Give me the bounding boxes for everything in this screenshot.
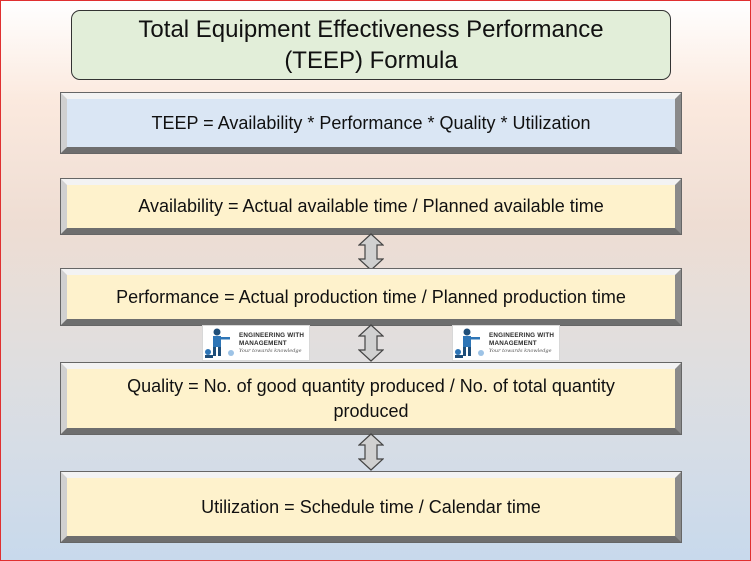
utilization-formula-text: Utilization = Schedule time / Calendar t… (201, 496, 541, 517)
quality-formula-text: Quality = No. of good quantity produced … (127, 375, 615, 421)
availability-formula-text: Availability = Actual available time / P… (138, 196, 604, 216)
title-line-2: (TEEP) Formula (284, 47, 458, 74)
logo-line-2: MANAGEMENT (489, 340, 537, 347)
teep-formula-box: TEEP = Availability * Performance * Qual… (60, 92, 682, 154)
double-arrow-icon (358, 433, 384, 471)
engineering-logo-left: ENGINEERING WITH MANAGEMENT Your towards… (202, 325, 310, 361)
engineer-figure-icon (205, 328, 234, 358)
logo-line-1: ENGINEERING WITH (239, 332, 305, 339)
engineer-figure-icon (455, 328, 484, 358)
title-box: Total Equipment Effectiveness Performanc… (71, 10, 671, 80)
logo-tagline: Your towards knowledge (239, 348, 302, 354)
logo-line-2: MANAGEMENT (239, 340, 287, 347)
logo-line-1: ENGINEERING WITH (489, 332, 555, 339)
performance-formula-text: Performance = Actual production time / P… (116, 286, 626, 307)
quality-formula-box: Quality = No. of good quantity produced … (60, 362, 682, 435)
availability-formula-box: Availability = Actual available time / P… (60, 178, 682, 235)
title-line-1: Total Equipment Effectiveness Performanc… (138, 16, 604, 43)
engineering-logo-right: ENGINEERING WITH MANAGEMENT Your towards… (452, 325, 560, 361)
performance-formula-box: Performance = Actual production time / P… (60, 268, 682, 326)
double-arrow-icon (358, 233, 384, 271)
utilization-formula-box: Utilization = Schedule time / Calendar t… (60, 471, 682, 543)
teep-formula-text: TEEP = Availability * Performance * Qual… (151, 112, 591, 133)
logo-tagline: Your towards knowledge (489, 348, 552, 354)
double-arrow-icon (358, 324, 384, 362)
